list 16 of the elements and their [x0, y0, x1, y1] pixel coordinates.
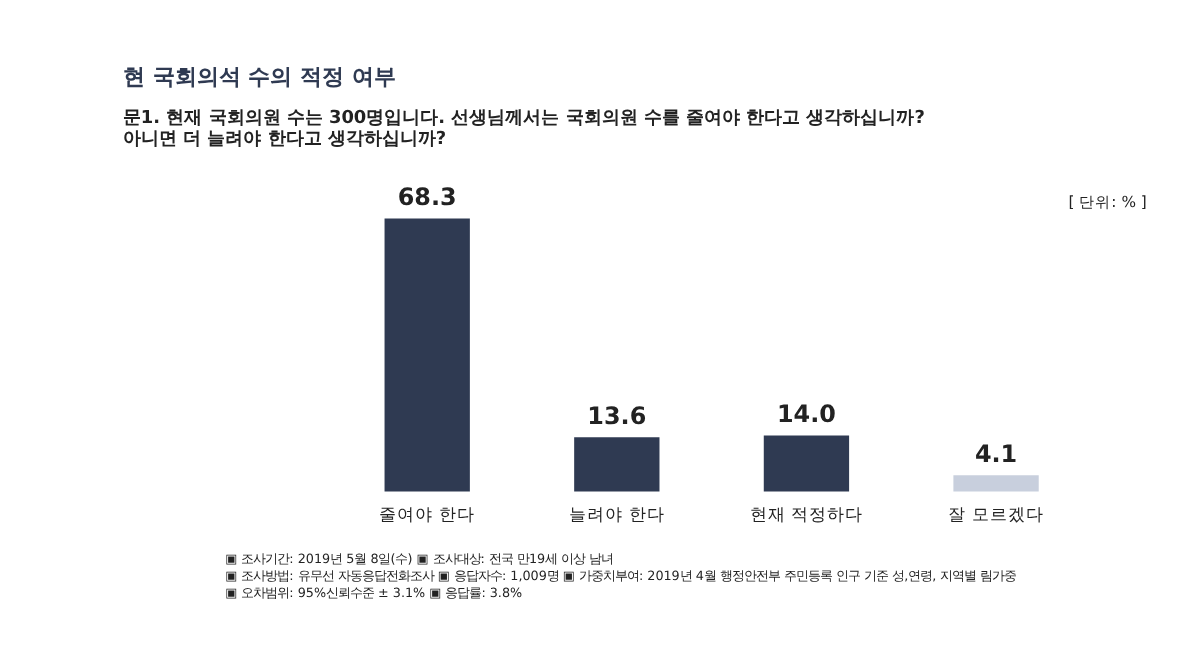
bar: [953, 475, 1039, 492]
chart-title: 현 국회의석 수의 적정 여부: [122, 63, 396, 90]
text: 아니면 더 늘려야 한다고 생각하십니까?: [122, 130, 447, 151]
bar: [763, 435, 850, 492]
data-label: 13.6: [587, 401, 647, 430]
text: [ 단위: % ]: [1068, 192, 1147, 211]
data-label: 4.1: [974, 439, 1018, 468]
bar: [574, 437, 660, 492]
data-label: 14.0: [776, 399, 836, 428]
text: 문1. 현재 국회의원 수는 300명입니다. 선생님께서는 국회의원 수를 줄여야 한다고 생각하십니까?: [122, 108, 925, 129]
x-tick-label: 늘려야 한다: [569, 505, 665, 526]
x-tick-label: 잘 모르겠다: [948, 505, 1044, 526]
x-tick-label: 현재 적정하다: [749, 505, 864, 526]
bar: [384, 218, 470, 492]
data-label: 68.3: [397, 182, 457, 211]
x-tick-label: 줄여야 한다: [379, 505, 475, 526]
